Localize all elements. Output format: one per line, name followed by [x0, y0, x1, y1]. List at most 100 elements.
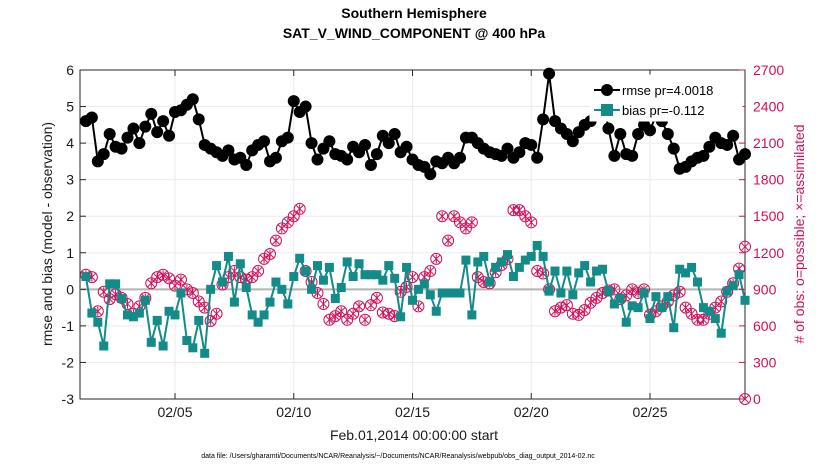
bias-point	[681, 268, 691, 278]
rmse-point	[163, 129, 176, 142]
obs-point	[430, 252, 443, 265]
obs-point	[210, 307, 223, 320]
obs-point	[578, 304, 591, 317]
bias-point	[265, 297, 275, 307]
rmse-point	[192, 113, 205, 126]
obs-assimilated-marker	[266, 249, 274, 259]
bias-point	[396, 312, 406, 322]
bias-point	[360, 270, 370, 280]
obs-point	[465, 216, 478, 229]
rmse-point	[305, 137, 318, 150]
bias-point	[271, 277, 281, 287]
rmse-point	[632, 127, 645, 140]
obs-possible-marker	[578, 304, 591, 317]
rmse-point	[364, 159, 377, 172]
obs-point	[424, 265, 437, 278]
rmse-point	[661, 127, 674, 140]
legend-rmse-marker	[601, 84, 613, 96]
obs-assimilated-marker	[586, 298, 595, 308]
x-tick-label: 02/05	[157, 404, 192, 420]
obs-assimilated-marker	[212, 309, 221, 319]
obs-possible-marker	[186, 286, 199, 299]
bias-point	[99, 341, 109, 351]
bias-point	[170, 310, 180, 320]
obs-possible-marker	[335, 305, 348, 318]
rmse-point	[727, 129, 740, 142]
rmse-point	[258, 135, 271, 148]
legend-box	[589, 74, 743, 122]
bias-point	[443, 288, 453, 298]
bias-point	[218, 277, 227, 287]
rmse-point	[145, 107, 158, 120]
obs-point	[715, 295, 728, 308]
bias-point	[437, 288, 447, 298]
rmse-point	[133, 137, 146, 150]
bias-point	[485, 277, 495, 287]
bias-point	[562, 266, 572, 276]
obs-possible-marker	[406, 271, 419, 284]
rmse-point	[626, 149, 639, 162]
bias-point	[152, 315, 162, 325]
bias-point	[455, 288, 465, 298]
bias-point	[295, 253, 305, 263]
obs-point	[335, 305, 348, 318]
bias-point	[645, 314, 655, 324]
bias-point	[503, 250, 512, 260]
bias-point	[657, 303, 667, 313]
bias-point	[586, 277, 596, 287]
bias-point	[87, 308, 97, 318]
bias-point	[461, 255, 471, 265]
bias-point	[176, 288, 186, 298]
bias-point	[693, 277, 702, 287]
right-y-axis-label: # of obs: o=possible; ×=assimilated	[791, 124, 807, 343]
rmse-point	[127, 122, 140, 135]
bias-point	[117, 293, 127, 303]
obs-point	[198, 301, 211, 314]
rmse-point	[121, 131, 134, 144]
bias-point	[313, 261, 322, 271]
bias-point	[336, 283, 346, 293]
obs-possible-marker	[359, 313, 371, 326]
obs-point	[673, 285, 686, 298]
bias-point	[722, 286, 732, 296]
obs-point	[525, 216, 538, 229]
bias-point	[526, 251, 536, 261]
rmse-point	[608, 149, 621, 162]
bias-point	[235, 259, 245, 269]
obs-possible-marker	[442, 234, 455, 247]
obs-assimilated-marker	[289, 211, 298, 221]
rmse-point	[525, 138, 538, 151]
bias-point	[194, 315, 204, 325]
obs-assimilated-marker	[438, 211, 447, 221]
bias-point	[508, 272, 518, 282]
bias-point	[81, 272, 91, 282]
y-tick-label-left: 6	[66, 62, 74, 78]
obs-possible-marker	[287, 210, 300, 223]
bias-point	[93, 317, 103, 327]
rmse-point	[269, 151, 282, 164]
legend: rmse pr=4.0018 bias pr=-0.112	[589, 74, 743, 122]
bias-point	[413, 284, 423, 294]
obs-point	[406, 271, 419, 284]
bias-point	[366, 270, 376, 280]
bias-point	[538, 251, 548, 261]
obs-point	[174, 273, 187, 286]
rmse-point	[424, 168, 437, 181]
bias-point	[532, 240, 542, 250]
bias-point	[289, 272, 299, 282]
rmse-point	[139, 120, 152, 133]
rmse-point	[703, 140, 716, 153]
bias-point	[259, 310, 269, 320]
obs-assimilated-marker	[331, 311, 340, 321]
bias-point	[241, 283, 251, 293]
obs-possible-marker	[204, 315, 217, 328]
obs-assimilated-marker	[337, 306, 346, 316]
obs-point	[163, 272, 176, 285]
bias-point	[283, 299, 293, 309]
bias-point	[128, 312, 138, 322]
bias-point	[111, 279, 121, 289]
bias-point	[663, 292, 673, 302]
bias-point	[105, 279, 115, 289]
obs-possible-marker	[299, 265, 312, 278]
bias-point	[402, 262, 412, 272]
